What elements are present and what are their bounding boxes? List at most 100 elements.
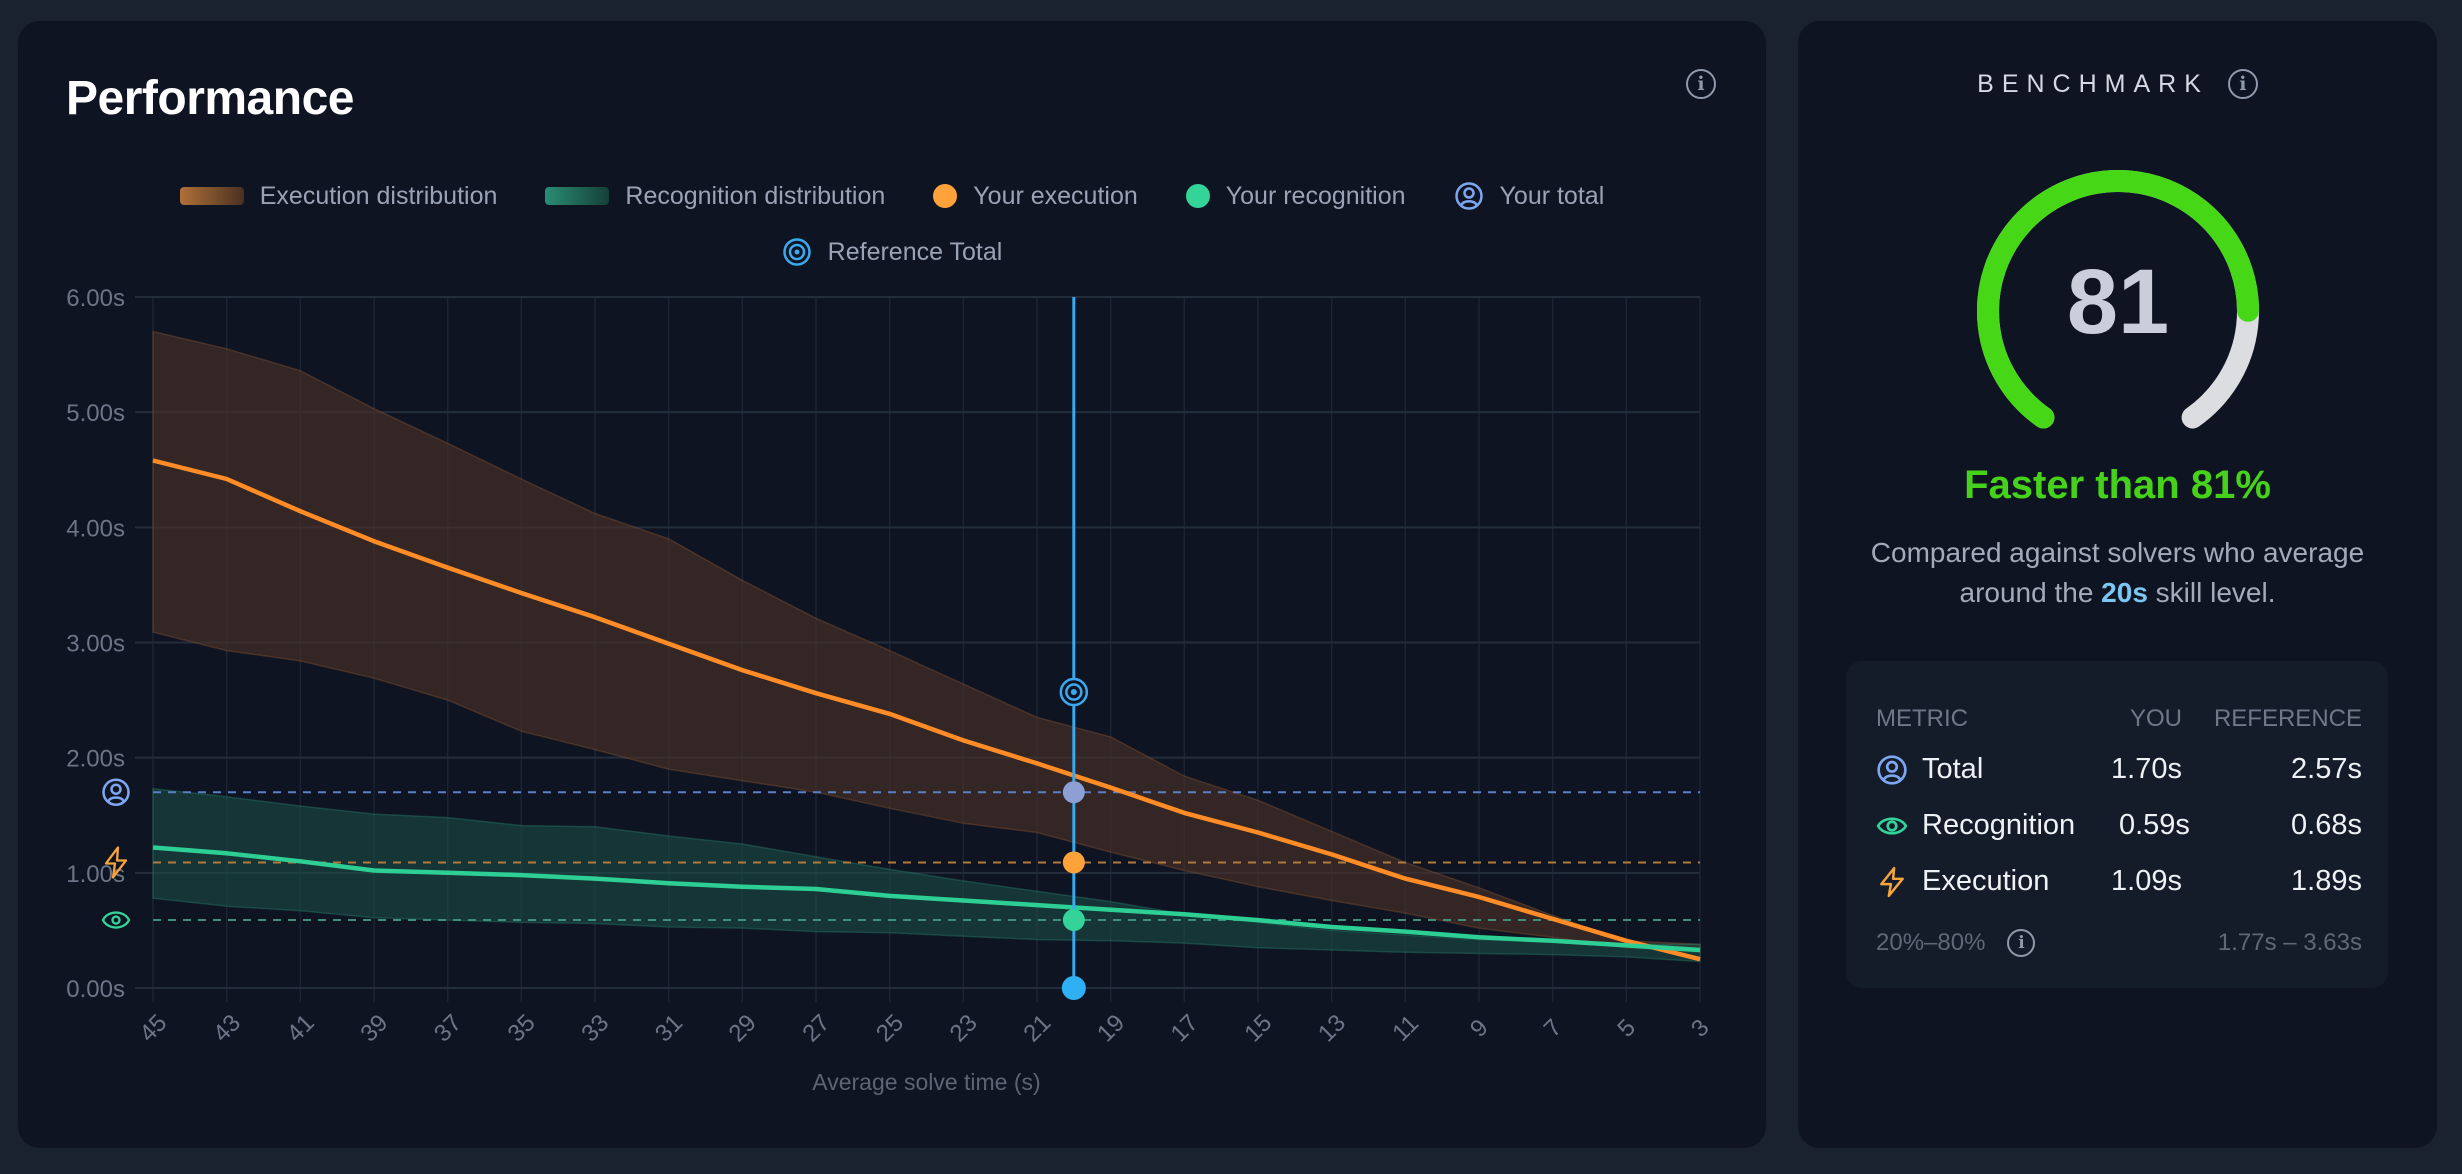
x-tick-label: 13 xyxy=(1313,1009,1351,1047)
percentile-range-value: 1.77s – 3.63s xyxy=(2217,929,2362,956)
header-reference: REFERENCE xyxy=(2213,705,2362,732)
green-dot-icon xyxy=(1185,184,1210,208)
your-total-marker[interactable] xyxy=(1062,781,1085,804)
orange-dot-icon xyxy=(933,184,958,208)
metrics-table: METRIC YOU REFERENCE Total 1.70s 2.57s R… xyxy=(1846,661,2388,988)
metrics-header-row: METRIC YOU REFERENCE xyxy=(1876,705,2362,733)
percentile-headline: Faster than 81% xyxy=(1964,463,2271,507)
header-you: YOU xyxy=(2129,705,2182,732)
metric-name: Recognition xyxy=(1922,809,2076,841)
x-tick-label: 17 xyxy=(1166,1009,1204,1047)
x-axis-label: Average solve time (s) xyxy=(812,1069,1040,1095)
x-tick-label: 31 xyxy=(650,1009,688,1047)
reference-value: 0.68s xyxy=(2291,809,2362,841)
eye-icon xyxy=(101,911,131,929)
target-icon xyxy=(782,238,811,266)
table-row: Total 1.70s 2.57s xyxy=(1876,753,2362,786)
x-tick-label: 39 xyxy=(355,1009,393,1047)
x-tick-label: 7 xyxy=(1539,1014,1568,1043)
x-tick-label: 33 xyxy=(576,1009,614,1047)
reference-value: 1.89s xyxy=(2291,865,2362,897)
legend-recognition-distribution[interactable]: Recognition distribution xyxy=(545,182,885,211)
comparison-suffix: skill level. xyxy=(2147,577,2276,608)
reference-total-marker-ring xyxy=(1065,683,1083,701)
legend-label: Your total xyxy=(1499,181,1605,210)
legend-your-total[interactable]: Your total xyxy=(1454,181,1605,211)
metrics-footer-row: 20%–80% i 1.77s – 3.63s xyxy=(1876,929,2362,957)
legend-reference-total[interactable]: Reference Total xyxy=(782,237,1003,267)
legend-your-execution[interactable]: Your execution xyxy=(933,181,1138,211)
table-row: Execution 1.09s 1.89s xyxy=(1876,865,2362,898)
x-tick-label: 25 xyxy=(871,1009,909,1047)
legend-label: Recognition distribution xyxy=(625,181,886,210)
user-icon xyxy=(1877,754,1907,785)
user-icon xyxy=(1454,182,1483,210)
recognition-band-swatch-icon xyxy=(545,187,610,205)
recognition-median-line xyxy=(152,845,1701,953)
info-icon[interactable]: i xyxy=(2007,929,2036,957)
y-tick-label: 5.00s xyxy=(66,400,125,427)
y-tick-label: 3.00s xyxy=(66,631,125,658)
metric-name: Execution xyxy=(1922,865,2050,897)
x-tick-label: 35 xyxy=(503,1009,541,1047)
benchmark-title: BENCHMARK xyxy=(1977,69,2209,98)
you-value: 1.09s xyxy=(2111,865,2182,897)
legend-label: Your recognition xyxy=(1225,181,1406,210)
legend-label: Reference Total xyxy=(827,237,1003,266)
your-execution-marker[interactable] xyxy=(1062,851,1085,874)
user-icon xyxy=(102,778,130,806)
x-tick-label: 27 xyxy=(797,1009,835,1047)
eye-icon-pupil xyxy=(111,915,121,925)
x-tick-label: 41 xyxy=(282,1009,320,1047)
skill-level-highlight: 20s xyxy=(2101,577,2148,608)
y-tick-label: 4.00s xyxy=(66,515,125,542)
legend-label: Execution distribution xyxy=(259,181,498,210)
header-metric: METRIC xyxy=(1876,705,1968,732)
page-title: Performance xyxy=(66,72,354,125)
performance-card: Performance i Execution distribution Rec… xyxy=(18,21,1766,1148)
user-icon-head xyxy=(110,783,122,795)
comparison-text: Compared against solvers who average aro… xyxy=(1838,533,2397,613)
y-tick-label: 0.00s xyxy=(66,976,125,1003)
x-tick-label: 3 xyxy=(1686,1014,1715,1043)
percentile-range-label: 20%–80% xyxy=(1876,929,1986,956)
legend-your-recognition[interactable]: Your recognition xyxy=(1185,181,1406,211)
crosshair-handle[interactable] xyxy=(1061,976,1086,1000)
your-recognition-marker[interactable] xyxy=(1062,909,1085,932)
eye-icon xyxy=(1876,816,1908,835)
bolt-icon xyxy=(104,846,128,879)
x-tick-label: 29 xyxy=(724,1009,762,1047)
recognition-distribution-band xyxy=(152,787,1701,963)
execution-median-line xyxy=(152,458,1701,962)
x-tick-label: 15 xyxy=(1239,1009,1277,1047)
info-icon[interactable]: i xyxy=(2227,69,2258,100)
execution-band-swatch-icon xyxy=(179,187,244,205)
y-tick-label: 2.00s xyxy=(66,746,125,773)
legend-execution-distribution[interactable]: Execution distribution xyxy=(179,181,498,211)
x-tick-label: 19 xyxy=(1092,1009,1130,1047)
metric-name: Total xyxy=(1922,753,1984,785)
x-tick-label: 23 xyxy=(945,1009,983,1047)
benchmark-gauge: 81 xyxy=(1977,170,2259,429)
table-row: Recognition 0.59s 0.68s xyxy=(1876,809,2362,842)
benchmark-header: BENCHMARK i xyxy=(1798,69,2437,100)
x-tick-label: 5 xyxy=(1612,1014,1641,1043)
x-tick-label: 37 xyxy=(429,1009,467,1047)
user-icon-body xyxy=(107,796,125,802)
bolt-icon xyxy=(1880,866,1904,897)
info-icon[interactable]: i xyxy=(1686,69,1716,99)
x-tick-label: 45 xyxy=(134,1009,172,1047)
benchmark-card: BENCHMARK i 81 Faster than 81% Compared … xyxy=(1798,21,2437,1148)
x-tick-label: 21 xyxy=(1018,1009,1056,1047)
comparison-prefix: Compared against solvers who average aro… xyxy=(1870,537,2365,608)
legend-label: Your execution xyxy=(973,181,1138,210)
x-tick-label: 11 xyxy=(1387,1010,1424,1047)
chart-legend-row-2: Reference Total xyxy=(18,237,1766,267)
reference-total-marker-dot xyxy=(1070,689,1077,696)
x-tick-label: 43 xyxy=(208,1009,246,1047)
you-value: 1.70s xyxy=(2111,753,2182,785)
reference-value: 2.57s xyxy=(2291,753,2362,785)
chart-legend: Execution distribution Recognition distr… xyxy=(18,181,1766,211)
x-tick-label: 9 xyxy=(1465,1014,1494,1043)
